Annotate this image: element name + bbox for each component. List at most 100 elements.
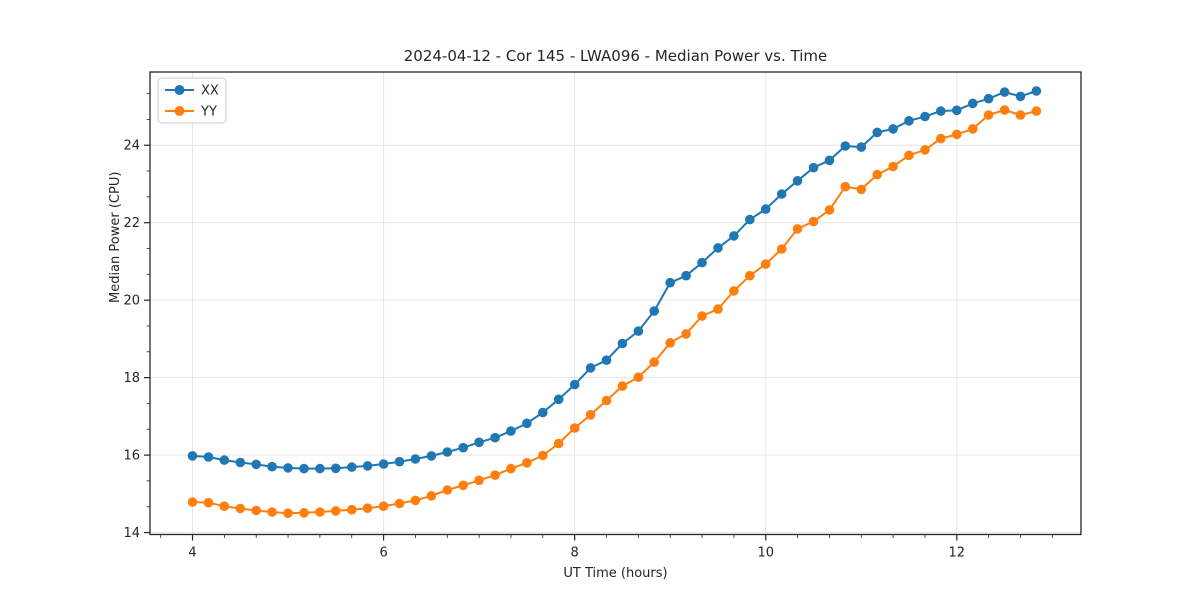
series-yy-point [824, 205, 835, 215]
series-yy-point [299, 508, 309, 518]
series-xx-point [808, 162, 819, 173]
series-xx-point [952, 105, 962, 116]
series-xx-point [888, 124, 898, 134]
series-xx-point [617, 338, 628, 349]
series-yy-point [760, 259, 771, 269]
series-xx-point [283, 463, 293, 473]
x-tick-label: 6 [379, 546, 387, 561]
series-xx-point [299, 463, 309, 474]
series-yy-point [315, 507, 325, 517]
series-yy-point [585, 410, 596, 420]
series-xx-point [601, 355, 612, 366]
series-xx-line [192, 90, 1037, 470]
series-xx-point [872, 127, 882, 138]
legend-label-xx: XX [201, 84, 219, 99]
y-tick-label: 24 [123, 139, 140, 154]
x-tick-label: 4 [188, 546, 196, 561]
series-xx-point [792, 176, 803, 186]
series-yy-point [665, 338, 675, 348]
series-yy-point [617, 381, 628, 391]
series-yy-point [713, 304, 723, 314]
series-yy-point [920, 145, 930, 155]
series-yy-point [362, 503, 373, 513]
series-xx-point [267, 461, 277, 472]
series-xx-point [522, 418, 532, 429]
series-xx-point [394, 456, 405, 467]
series-yy-point [442, 485, 453, 495]
series-yy-point [808, 216, 819, 227]
series-xx-point [936, 106, 946, 116]
series-yy-point [569, 423, 580, 433]
series-xx-point [410, 454, 421, 464]
series-xx-point [776, 189, 787, 199]
series-yy-point [952, 129, 962, 140]
series-yy-point [522, 458, 532, 468]
series-yy-point [792, 224, 803, 234]
series-yy-point [745, 270, 755, 281]
series-xx-point [920, 111, 930, 122]
y-tick-label: 22 [123, 216, 140, 231]
series-yy-point [633, 372, 644, 383]
series-yy-point [983, 110, 994, 120]
series-xx-point [665, 277, 675, 288]
series-xx-point [729, 231, 739, 241]
series-yy-point [219, 501, 230, 512]
series-xx-point [983, 93, 994, 104]
series-xx-point [315, 463, 325, 474]
series-yy-point [1031, 106, 1042, 116]
series-yy-point [331, 506, 341, 516]
series-xx-point [442, 447, 453, 457]
y-tick-label: 16 [123, 449, 140, 464]
series-yy-point [538, 450, 548, 461]
series-xx-point [760, 204, 771, 214]
series-xx-point [347, 462, 357, 472]
series-yy-point [378, 501, 389, 512]
y-axis-label: Median Power (CPU) [108, 171, 123, 303]
series-yy-point [856, 184, 867, 195]
series-yy-point [267, 507, 277, 517]
series-xx-point [426, 451, 437, 461]
series-xx-point [538, 407, 548, 418]
series-yy-point [840, 181, 851, 192]
series-yy-point [649, 357, 659, 367]
series-yy-point [283, 508, 293, 518]
series-xx-point [681, 270, 691, 281]
series-xx-point [362, 461, 373, 471]
series-yy-point [458, 480, 469, 491]
series-xx-point [824, 155, 835, 166]
x-tick-label: 8 [571, 546, 579, 561]
series-xx-point [474, 437, 484, 448]
series-yy-point [1015, 110, 1026, 120]
series-xx-point [856, 142, 867, 152]
y-tick-label: 14 [123, 526, 140, 541]
series-yy-point [235, 503, 246, 514]
legend-marker-yy [174, 106, 185, 116]
series-xx-point [713, 243, 723, 253]
series-yy-point [474, 475, 484, 486]
series-xx-point [219, 455, 230, 465]
series-yy-point [904, 150, 914, 161]
series-yy-line [192, 109, 1037, 515]
x-axis-label: UT Time (hours) [563, 566, 668, 581]
series-yy-point [187, 497, 198, 507]
series-yy-point [426, 491, 437, 501]
series-xx-point [649, 306, 659, 316]
series-xx-point [745, 214, 755, 225]
series-xx-point [235, 457, 246, 468]
series-yy-point [936, 133, 946, 144]
series-yy-point [697, 311, 707, 321]
series-yy-point [776, 244, 787, 254]
x-tick-label: 10 [757, 546, 774, 561]
series-xx-point [1015, 91, 1026, 102]
series-xx-point [506, 426, 516, 436]
y-tick-label: 20 [123, 294, 140, 309]
plot-border [149, 71, 1082, 536]
series-xx-point [331, 463, 341, 474]
series-xx-point [490, 432, 500, 443]
series-yy-point [394, 498, 405, 509]
series-yy-point [601, 395, 612, 406]
series-yy-point [872, 169, 882, 180]
series-xx-point [968, 98, 978, 109]
series-xx-point [999, 87, 1010, 97]
